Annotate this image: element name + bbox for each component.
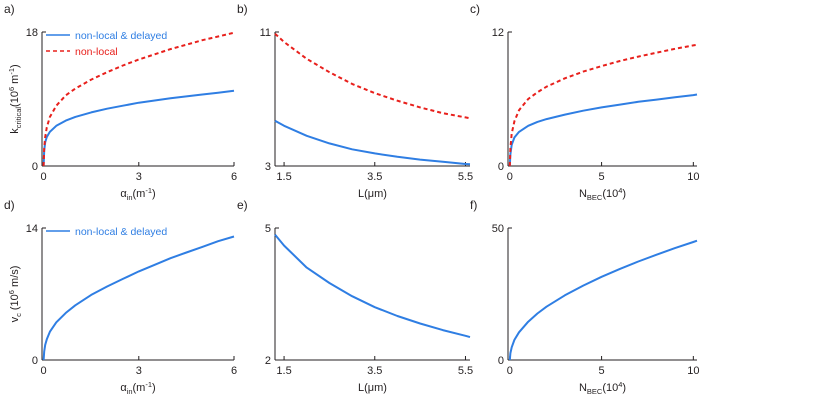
y-tick-label: 0	[32, 355, 38, 367]
x-tick-label: 5.5	[458, 365, 473, 377]
x-label-main: α	[120, 188, 127, 200]
y-tick-label: 12	[492, 27, 504, 39]
x-tick-label: 3	[136, 171, 142, 183]
panel-label: c)	[470, 2, 480, 16]
x-tick-label: 0	[41, 171, 47, 183]
y-label-main: k	[9, 128, 21, 134]
y-label-subscript: critical	[14, 107, 23, 129]
x-tick-label: 3	[136, 365, 142, 377]
x-axis-label: L(μm)	[358, 188, 387, 200]
x-label-rest: (10	[602, 382, 618, 394]
x-label-superscript: 4	[618, 186, 622, 195]
x-label-main: L(μm)	[358, 382, 387, 394]
y-tick-label: 5	[265, 223, 271, 235]
x-tick-label: 10	[687, 171, 699, 183]
series-line-non-local	[42, 31, 235, 167]
x-label-rest: (m	[133, 382, 146, 394]
panel-f: f) 0 5 10 0 50 NBEC(104)	[470, 198, 699, 396]
series-line-non-local-delayed	[508, 239, 698, 361]
y-tick-label: 50	[492, 223, 504, 235]
x-tick-label: 5.5	[458, 171, 473, 183]
x-label-main: α	[120, 382, 127, 394]
x-label-close: )	[622, 188, 626, 200]
x-tick-label: 3.5	[367, 365, 382, 377]
y-tick-label: 0	[498, 355, 504, 367]
panel-label: f)	[470, 198, 477, 212]
y-label-superscript-2: -1	[7, 68, 16, 75]
series-line-non-local	[508, 43, 698, 167]
y-label-close: )	[9, 64, 21, 68]
series-line-non-local-delayed	[274, 119, 471, 166]
x-tick-label: 3.5	[367, 171, 382, 183]
y-axis-label: vc (106 m/s)	[7, 266, 23, 323]
x-tick-label: 1.5	[276, 365, 291, 377]
series-line-non-local-delayed	[508, 93, 698, 167]
y-label-rest-2: m	[9, 75, 21, 87]
x-label-main: N	[579, 188, 587, 200]
legend: non-local & delayed	[46, 226, 167, 238]
x-label-close: )	[152, 382, 156, 394]
x-tick-label: 0	[41, 365, 47, 377]
y-label-rest: (10	[9, 294, 21, 313]
x-tick-label: 5	[599, 365, 605, 377]
y-tick-label: 11	[260, 27, 271, 39]
x-label-superscript: -1	[145, 380, 152, 389]
x-tick-label: 10	[687, 365, 699, 377]
y-tick-label: 2	[265, 355, 271, 367]
y-label-superscript: 6	[7, 290, 16, 294]
panel-b: b) 1.5 3.5 5.5 3 11 L(μm)	[237, 2, 473, 200]
series-line-non-local-delayed	[42, 89, 235, 167]
x-tick-label: 5	[599, 171, 605, 183]
x-label-close: )	[152, 188, 156, 200]
x-label-superscript: -1	[145, 186, 152, 195]
x-tick-label: 6	[231, 365, 237, 377]
y-label-subscript: c	[14, 313, 23, 317]
legend-entry: non-local & delayed	[75, 226, 167, 238]
series-line-non-local	[274, 32, 471, 120]
x-axis-label: NBEC(104)	[579, 380, 626, 396]
x-label-rest: (m	[133, 188, 146, 200]
x-axis-label: L(μm)	[358, 382, 387, 394]
x-label-subscript: BEC	[587, 387, 603, 396]
x-axis-label: αin(m-1)	[120, 380, 155, 396]
panel-label: d)	[4, 198, 15, 212]
x-label-subscript: in	[127, 387, 133, 396]
y-tick-label: 0	[32, 161, 38, 173]
x-label-subscript: in	[127, 193, 133, 202]
x-axis-label: αin(m-1)	[120, 186, 155, 202]
y-tick-label: 18	[26, 27, 38, 39]
x-label-subscript: BEC	[587, 193, 603, 202]
panel-label: b)	[237, 2, 248, 16]
panel-label: a)	[4, 2, 15, 16]
y-tick-label: 0	[498, 161, 504, 173]
x-tick-label: 0	[507, 171, 513, 183]
legend-entry: non-local	[75, 46, 118, 58]
x-label-rest: (10	[602, 188, 618, 200]
x-tick-label: 0	[507, 365, 513, 377]
legend: non-local & delayed non-local	[46, 30, 167, 58]
x-label-main: L(μm)	[358, 188, 387, 200]
x-label-main: N	[579, 382, 587, 394]
y-tick-label: 14	[26, 223, 38, 235]
x-label-close: )	[622, 382, 626, 394]
y-label-superscript: 6	[7, 87, 16, 91]
x-tick-label: 1.5	[276, 171, 291, 183]
x-tick-label: 6	[231, 171, 237, 183]
panel-c: c) 0 5 10 0 12 NBEC(104)	[470, 2, 699, 202]
y-axis-label: kcritical(106 m-1)	[7, 64, 23, 133]
panel-label: e)	[237, 198, 248, 212]
series-line-non-local-delayed	[274, 233, 471, 339]
y-tick-label: 3	[265, 161, 271, 173]
series-line-non-local-delayed	[42, 235, 235, 361]
x-axis-label: NBEC(104)	[579, 186, 626, 202]
y-label-rest-2: m/s)	[9, 266, 21, 290]
y-label-rest: (10	[9, 91, 21, 107]
panel-e: e) 1.5 3.5 5.5 2 5 L(μm)	[237, 198, 473, 394]
x-label-superscript: 4	[618, 380, 622, 389]
y-label-main: v	[9, 316, 21, 322]
legend-entry: non-local & delayed	[75, 30, 167, 42]
